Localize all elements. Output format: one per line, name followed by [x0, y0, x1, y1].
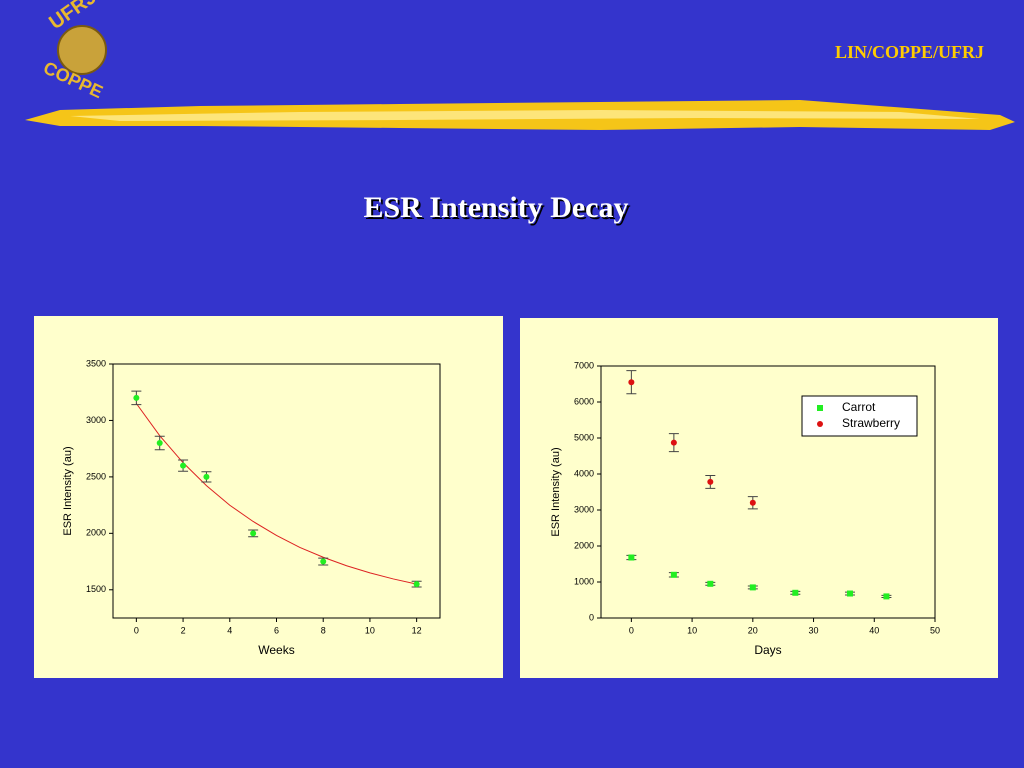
data-point	[250, 530, 257, 537]
data-point	[749, 499, 756, 506]
data-point	[883, 593, 890, 600]
x-tick-label: 6	[274, 625, 279, 635]
y-tick-label: 2500	[86, 471, 106, 481]
y-tick-label: 7000	[574, 360, 594, 370]
legend-label: Strawberry	[842, 416, 900, 430]
x-tick-label: 40	[869, 625, 879, 635]
x-tick-label: 2	[181, 625, 186, 635]
x-axis-label: Days	[754, 643, 781, 657]
legend-label: Carrot	[842, 400, 876, 414]
data-point	[180, 462, 187, 469]
x-tick-label: 50	[930, 625, 940, 635]
plot-frame	[600, 365, 936, 619]
y-tick-label: 3000	[86, 415, 106, 425]
y-axis-label: ESR Intensity (au)	[550, 447, 562, 536]
brush-highlight	[70, 110, 980, 121]
legend-marker	[817, 421, 823, 427]
x-tick-label: 12	[412, 625, 422, 635]
data-point	[133, 394, 140, 401]
data-point	[320, 558, 327, 565]
data-point	[707, 478, 714, 485]
logo-emblem	[57, 25, 107, 75]
slide-title: ESR Intensity Decay	[363, 191, 628, 224]
x-tick-label: 20	[748, 625, 758, 635]
data-point	[846, 590, 853, 597]
data-point	[707, 580, 714, 587]
data-point	[670, 439, 677, 446]
y-tick-label: 6000	[574, 396, 594, 406]
y-tick-label: 1000	[574, 576, 594, 586]
x-axis-label: Weeks	[258, 643, 294, 657]
chart-panel	[520, 318, 998, 678]
y-tick-label: 2000	[574, 540, 594, 550]
y-tick-label: 4000	[574, 468, 594, 478]
y-tick-label: 3500	[86, 358, 106, 368]
chart-panel	[34, 316, 503, 678]
y-tick-label: 2000	[86, 528, 106, 538]
y-tick-label: 0	[589, 612, 594, 622]
x-tick-label: 10	[687, 625, 697, 635]
legend-box	[801, 395, 918, 437]
org-name: LIN/COPPE/UFRJ	[835, 42, 984, 62]
data-point	[792, 589, 799, 596]
data-point	[203, 473, 210, 480]
data-point	[749, 584, 756, 591]
x-tick-label: 8	[321, 625, 326, 635]
x-tick-label: 4	[227, 625, 232, 635]
y-tick-label: 1500	[86, 584, 106, 594]
x-tick-label: 0	[134, 625, 139, 635]
y-tick-label: 5000	[574, 432, 594, 442]
y-axis-label: ESR Intensity (au)	[62, 446, 74, 535]
data-point	[628, 379, 635, 386]
data-point	[156, 440, 163, 447]
x-tick-label: 0	[629, 625, 634, 635]
y-tick-label: 3000	[574, 504, 594, 514]
x-tick-label: 10	[365, 625, 375, 635]
data-point	[628, 554, 635, 561]
data-point	[413, 581, 420, 588]
legend-marker	[817, 405, 823, 411]
x-tick-label: 30	[809, 625, 819, 635]
data-point	[670, 571, 677, 578]
